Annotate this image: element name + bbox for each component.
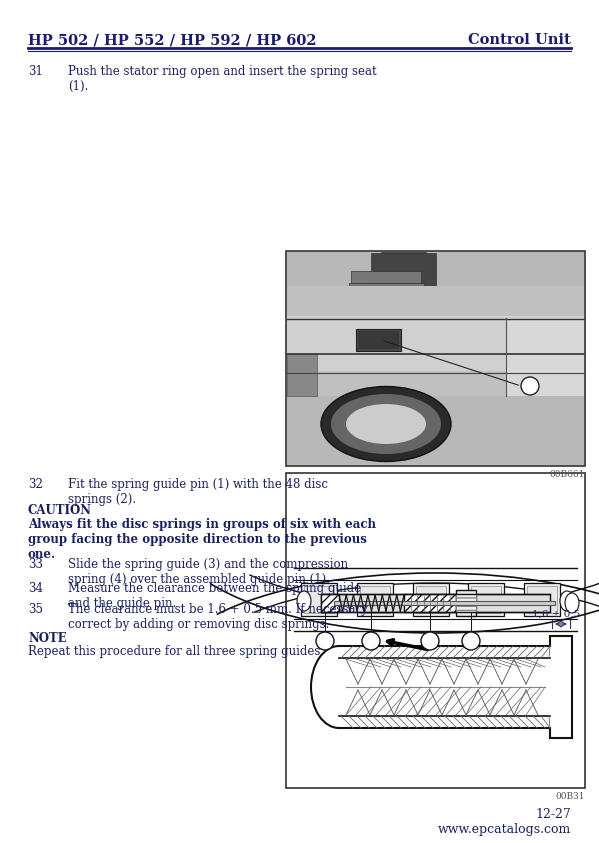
Bar <box>357 583 393 616</box>
Bar <box>413 583 449 616</box>
Text: 3: 3 <box>368 636 374 646</box>
Bar <box>346 293 426 301</box>
Text: 34: 34 <box>28 582 43 595</box>
Text: Always fit the disc springs in groups of six with each
group facing the opposite: Always fit the disc springs in groups of… <box>28 518 376 561</box>
Bar <box>371 253 436 311</box>
Bar <box>351 271 421 283</box>
Text: HP 502 / HP 552 / HP 592 / HP 602: HP 502 / HP 552 / HP 592 / HP 602 <box>28 33 317 47</box>
Text: 1,6 ± 0,5: 1,6 ± 0,5 <box>532 610 580 619</box>
Bar <box>381 252 426 326</box>
Ellipse shape <box>565 593 579 613</box>
Bar <box>356 329 401 351</box>
Bar <box>341 301 431 311</box>
Bar <box>334 601 555 605</box>
Bar <box>287 316 584 371</box>
Bar <box>506 318 584 396</box>
Circle shape <box>462 632 480 650</box>
Text: 4: 4 <box>322 636 328 646</box>
Ellipse shape <box>297 591 311 611</box>
Text: Slide the spring guide (3) and the compression
spring (4) over the assembled gui: Slide the spring guide (3) and the compr… <box>68 558 348 586</box>
Text: 00B661: 00B661 <box>550 470 585 479</box>
Ellipse shape <box>321 386 451 461</box>
Bar <box>286 473 585 788</box>
Text: The clearance must be 1.6 + 0.5 mm. If necessary
correct by adding or removing d: The clearance must be 1.6 + 0.5 mm. If n… <box>68 603 368 631</box>
Text: Fit the spring guide pin (1) with the 48 disc
springs (2).: Fit the spring guide pin (1) with the 48… <box>68 478 328 506</box>
Ellipse shape <box>346 404 426 444</box>
Bar <box>321 594 339 612</box>
Bar <box>524 583 560 616</box>
Bar <box>287 286 584 396</box>
Text: 2: 2 <box>426 636 433 646</box>
Text: 12-27: 12-27 <box>536 808 571 821</box>
Text: Push the stator ring open and insert the spring seat
(1).: Push the stator ring open and insert the… <box>68 65 377 93</box>
Bar <box>471 586 501 613</box>
Text: 32: 32 <box>28 478 43 491</box>
Bar <box>321 594 550 612</box>
Circle shape <box>421 632 439 650</box>
Text: 35: 35 <box>28 603 43 616</box>
Bar <box>301 583 337 616</box>
Text: www.epcatalogs.com: www.epcatalogs.com <box>438 823 571 836</box>
Bar <box>404 594 456 612</box>
Bar <box>287 354 317 396</box>
Circle shape <box>521 377 539 395</box>
Bar <box>287 252 584 465</box>
Bar <box>360 586 390 613</box>
Bar <box>416 586 446 613</box>
Text: 1: 1 <box>468 636 474 646</box>
Text: NOTE: NOTE <box>28 632 66 645</box>
Bar <box>349 283 424 293</box>
Circle shape <box>316 632 334 650</box>
Bar <box>456 594 476 612</box>
Bar <box>527 586 557 613</box>
Bar <box>304 586 334 613</box>
Bar <box>358 331 399 349</box>
Bar <box>456 590 476 616</box>
Ellipse shape <box>560 591 574 611</box>
Text: 1: 1 <box>527 382 533 390</box>
Text: CAUTION: CAUTION <box>28 504 92 517</box>
Text: 33: 33 <box>28 558 43 571</box>
Text: 31: 31 <box>28 65 43 78</box>
Text: Repeat this procedure for all three spring guides.: Repeat this procedure for all three spri… <box>28 645 324 658</box>
Bar <box>468 583 504 616</box>
Text: Control Unit: Control Unit <box>468 33 571 47</box>
Text: Measure the clearance between the spring guide
and the guide pin.: Measure the clearance between the spring… <box>68 582 361 610</box>
Bar <box>286 251 585 466</box>
Text: 00B31: 00B31 <box>555 792 585 801</box>
Circle shape <box>362 632 380 650</box>
Ellipse shape <box>331 394 441 454</box>
